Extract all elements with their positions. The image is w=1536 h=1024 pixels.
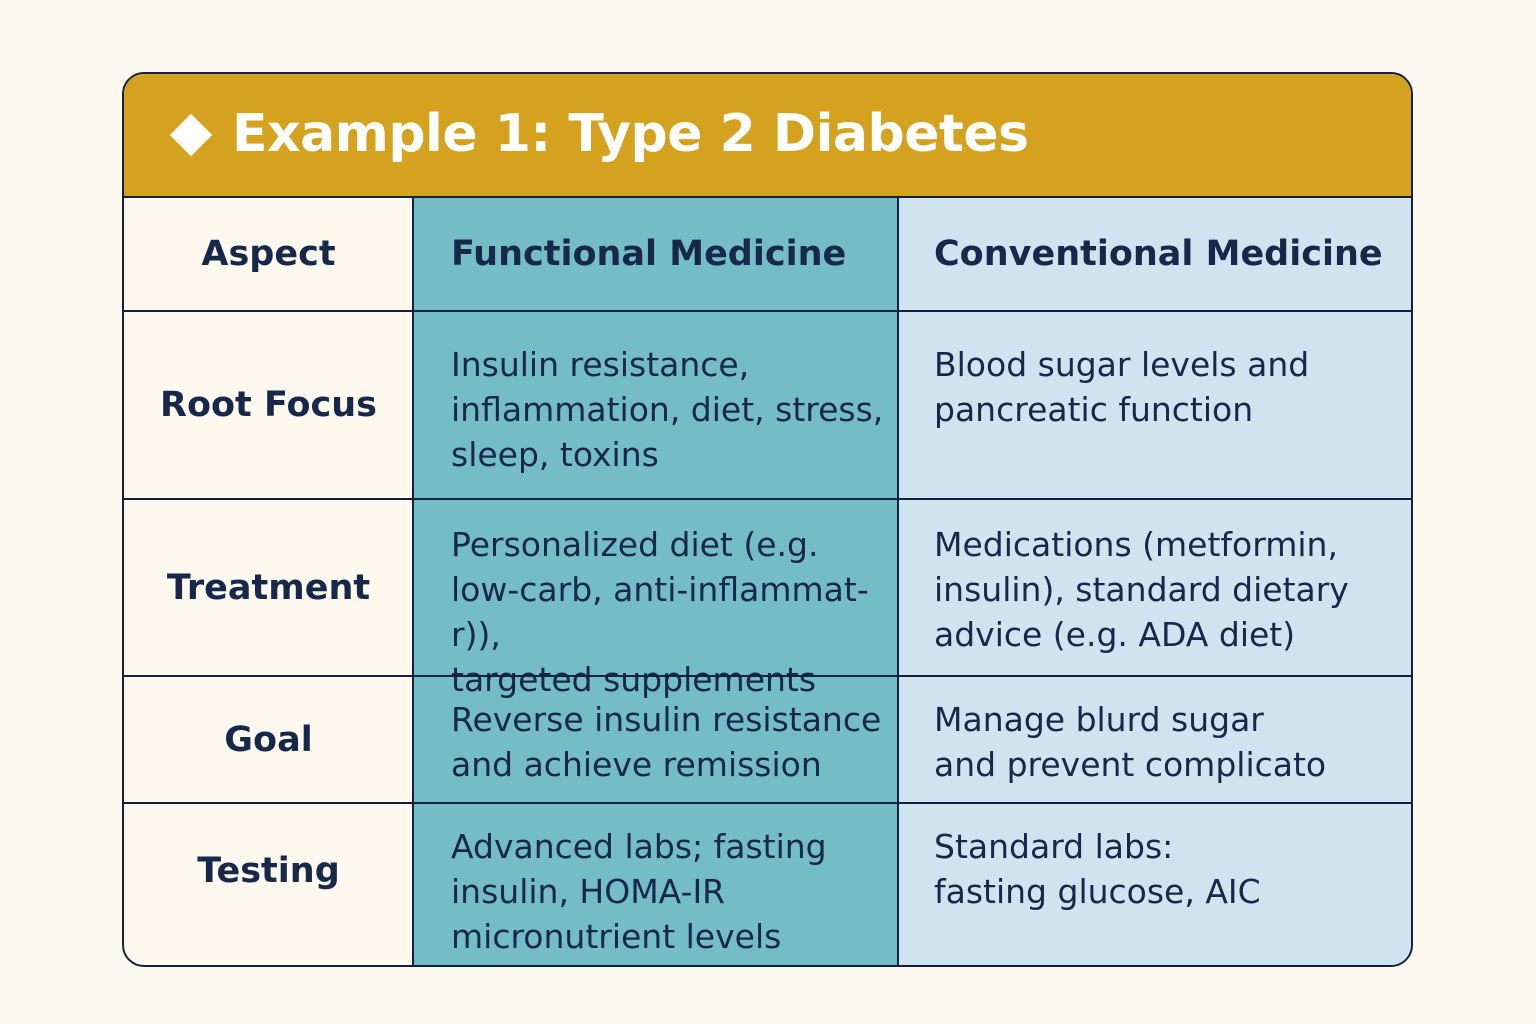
header-functional-medicine: Functional Medicine	[451, 234, 847, 274]
row-aspect-root-focus: Root Focus	[160, 385, 377, 425]
header-aspect: Aspect	[201, 234, 336, 274]
row-divider	[124, 675, 1411, 677]
column-divider	[897, 198, 899, 965]
column-divider	[412, 198, 414, 965]
diamond-icon	[169, 113, 213, 157]
row-aspect-treatment: Treatment	[166, 567, 371, 608]
functional-column-background	[413, 198, 898, 965]
row-conventional-treatment: Medications (metformin, insulin), standa…	[934, 525, 1349, 654]
page-title: Example 1: Type 2 Diabetes	[232, 104, 1029, 164]
row-divider	[124, 310, 1411, 312]
title-banner: Example 1: Type 2 Diabetes	[124, 74, 1411, 198]
row-divider	[124, 802, 1411, 804]
row-conventional-goal: Manage blurd sugar and prevent complicat…	[934, 700, 1327, 784]
comparison-card: Example 1: Type 2 Diabetes Aspect Functi…	[122, 72, 1413, 967]
row-functional-treatment: Personalized diet (e.g. low-carb, anti-i…	[451, 525, 869, 699]
row-aspect-testing: Testing	[197, 850, 340, 891]
row-conventional-root-focus: Blood sugar levels and pancreatic functi…	[934, 345, 1310, 429]
header-conventional-medicine: Conventional Medicine	[934, 234, 1383, 274]
row-functional-testing: Advanced labs; fasting insulin, HOMA-IR …	[451, 827, 827, 956]
row-divider	[124, 498, 1411, 500]
row-aspect-goal: Goal	[224, 719, 313, 760]
conventional-column-background	[898, 198, 1411, 965]
row-functional-root-focus: Insulin resistance, inflammation, diet, …	[451, 345, 884, 474]
row-conventional-testing: Standard labs: fasting glucose, AIC	[934, 827, 1261, 911]
comparison-table: Aspect Functional Medicine Conventional …	[124, 198, 1411, 965]
row-functional-goal: Reverse insulin resistance and achieve r…	[451, 700, 882, 784]
